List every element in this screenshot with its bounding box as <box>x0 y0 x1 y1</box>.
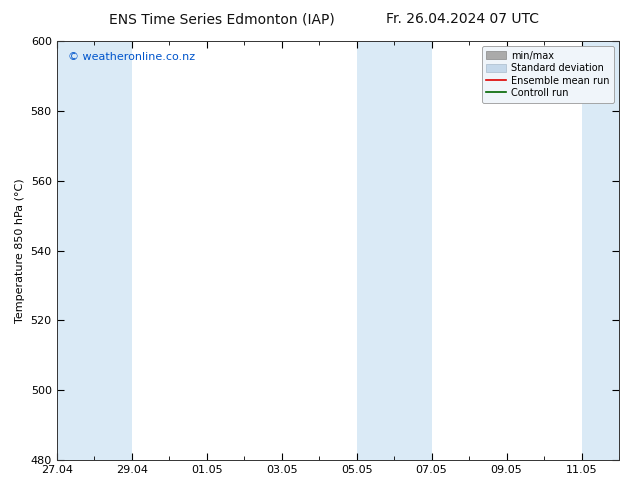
Text: Fr. 26.04.2024 07 UTC: Fr. 26.04.2024 07 UTC <box>386 12 540 26</box>
Y-axis label: Temperature 850 hPa (°C): Temperature 850 hPa (°C) <box>15 178 25 323</box>
Bar <box>356 41 432 460</box>
Bar <box>581 41 619 460</box>
Legend: min/max, Standard deviation, Ensemble mean run, Controll run: min/max, Standard deviation, Ensemble me… <box>482 46 614 103</box>
Bar <box>56 41 132 460</box>
Text: ENS Time Series Edmonton (IAP): ENS Time Series Edmonton (IAP) <box>109 12 335 26</box>
Text: © weatheronline.co.nz: © weatheronline.co.nz <box>68 51 195 62</box>
